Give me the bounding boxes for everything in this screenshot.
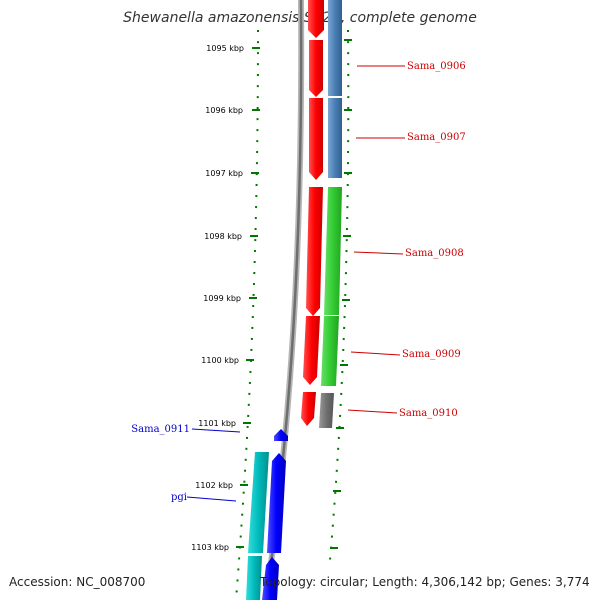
gene-label-sama-0907[interactable]: Sama_0907 [407, 132, 466, 143]
cds-arrow[interactable] [309, 98, 323, 180]
kbp-label: 1102 kbp [195, 481, 233, 490]
gene-label-sama-0911[interactable]: Sama_0911 [131, 424, 190, 435]
kbp-label: 1096 kbp [205, 106, 243, 115]
cds-track-forward [301, 0, 324, 426]
leader-line [353, 251, 404, 255]
gene-cds-blue[interactable] [262, 557, 279, 600]
kbp-label: 1097 kbp [205, 169, 243, 178]
gene-pgi-cds[interactable] [267, 453, 286, 553]
gene-track-forward [319, 0, 342, 428]
gene-sama-0910[interactable] [319, 393, 334, 428]
topology-text: Topology: circular; Length: 4,306,142 bp… [260, 575, 590, 589]
ruler-ticks [236, 47, 260, 548]
gene-label-sama-0906[interactable]: Sama_0906 [407, 61, 466, 72]
kbp-label: 1099 kbp [203, 294, 241, 303]
cds-arrow[interactable] [306, 187, 323, 316]
kbp-label: 1103 kbp [191, 543, 229, 552]
gene-labels: Sama_0906 Sama_0907 Sama_0908 Sama_0909 … [131, 61, 465, 503]
gene-sama-0911[interactable] [274, 429, 288, 441]
gene-pgi[interactable] [248, 452, 269, 553]
kbp-label: 1101 kbp [198, 419, 236, 428]
gene-label-sama-0909[interactable]: Sama_0909 [402, 349, 461, 360]
gene-label-pgi[interactable]: pgi [171, 492, 187, 503]
kbp-label: 1095 kbp [206, 44, 244, 53]
cds-arrow[interactable] [309, 40, 323, 97]
leader-line [347, 409, 398, 414]
cds-arrow[interactable] [301, 392, 316, 426]
outer-ticks [330, 39, 352, 549]
leader-line [186, 496, 237, 502]
accession-text: Accession: NC_008700 [9, 575, 146, 589]
label-leaders [186, 65, 405, 502]
gene-sama-0909[interactable] [321, 316, 339, 386]
cds-arrow[interactable] [303, 316, 320, 385]
kbp-label: 1100 kbp [201, 356, 239, 365]
gene-label-sama-0910[interactable]: Sama_0910 [399, 408, 458, 419]
leader-line [191, 428, 241, 433]
gene-label-sama-0908[interactable]: Sama_0908 [405, 248, 464, 259]
gene-cyan[interactable] [246, 556, 262, 600]
inner-dotted-ring [235, 29, 259, 600]
gene-sama-0907[interactable] [328, 98, 342, 178]
cds-arrow[interactable] [308, 0, 324, 38]
outer-dotted-ring [329, 29, 350, 561]
kbp-label: 1098 kbp [204, 232, 242, 241]
gene-sama-0906[interactable] [328, 0, 342, 96]
gene-sama-0908[interactable] [324, 187, 342, 315]
gene-track-reverse [246, 429, 288, 600]
leader-line [350, 351, 401, 356]
ruler-labels: 1095 kbp 1096 kbp 1097 kbp 1098 kbp 1099… [191, 44, 244, 552]
